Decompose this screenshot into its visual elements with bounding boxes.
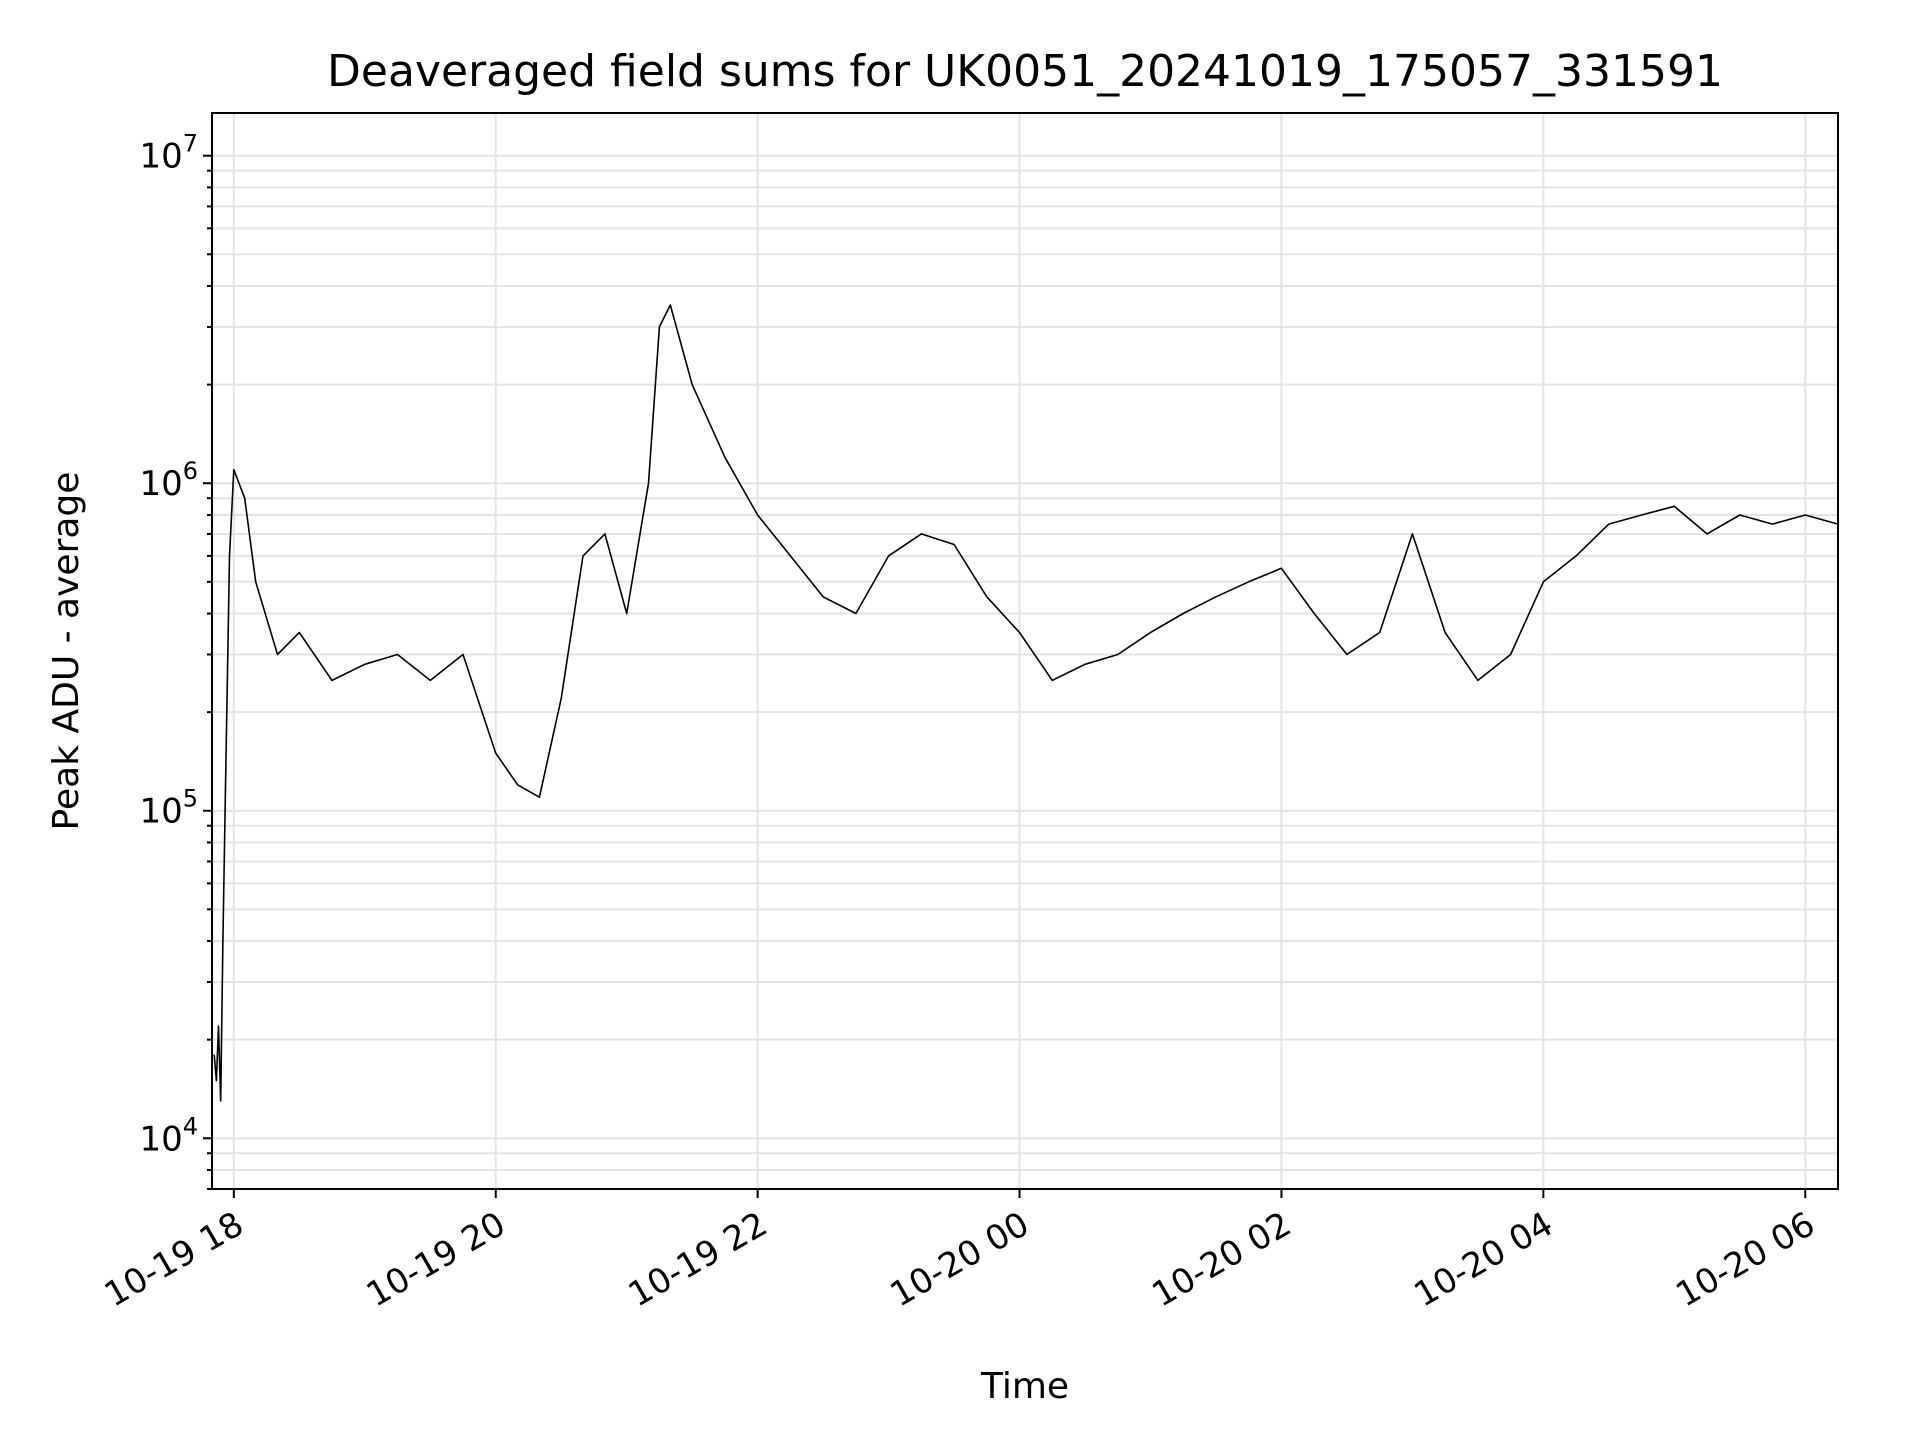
y-tick-exponent: 5	[183, 785, 198, 813]
y-tick-base: 10	[139, 464, 182, 504]
y-tick-label: 105	[139, 785, 198, 832]
y-tick-exponent: 7	[183, 130, 198, 158]
grid-layer	[212, 113, 1838, 1190]
plot-frame	[211, 112, 1839, 1190]
y-tick-base: 10	[139, 137, 182, 177]
data-layer	[213, 304, 1839, 1102]
y-tick-exponent: 4	[183, 1112, 198, 1140]
chart-title: Deaveraged field sums for UK0051_2024101…	[327, 46, 1723, 97]
y-tick-base: 10	[139, 792, 182, 832]
y-tick-label: 107	[139, 130, 198, 177]
x-axis-label: Time	[980, 1366, 1069, 1407]
y-tick-exponent: 6	[183, 457, 198, 485]
y-tick-base: 10	[139, 1119, 182, 1159]
y-tick-label: 104	[139, 1112, 198, 1159]
series-line	[213, 304, 1839, 1102]
y-axis-label: Peak ADU - average	[46, 472, 87, 831]
y-tick-label: 106	[139, 457, 198, 504]
